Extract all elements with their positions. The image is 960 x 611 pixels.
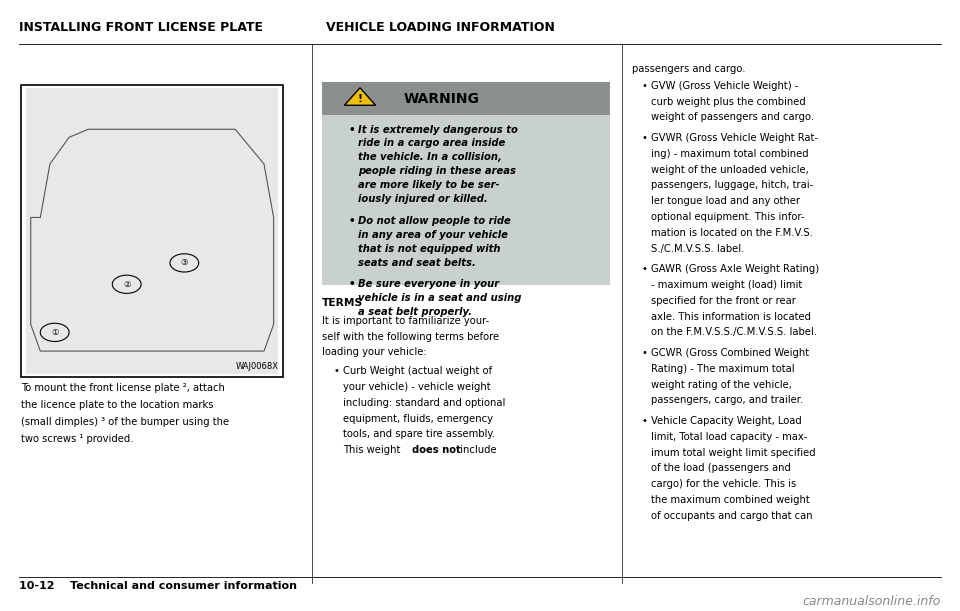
Text: iously injured or killed.: iously injured or killed.	[358, 194, 488, 204]
FancyBboxPatch shape	[26, 88, 278, 373]
Text: your vehicle) - vehicle weight: your vehicle) - vehicle weight	[343, 382, 491, 392]
Text: in any area of your vehicle: in any area of your vehicle	[358, 230, 508, 240]
Text: S./C.M.V.S.S. label.: S./C.M.V.S.S. label.	[651, 244, 744, 254]
Text: weight of the unloaded vehicle,: weight of the unloaded vehicle,	[651, 164, 808, 175]
Text: VEHICLE LOADING INFORMATION: VEHICLE LOADING INFORMATION	[326, 21, 555, 34]
Text: passengers, luggage, hitch, trai-: passengers, luggage, hitch, trai-	[651, 180, 813, 191]
Text: vehicle is in a seat and using: vehicle is in a seat and using	[358, 293, 521, 303]
Text: ③: ③	[180, 258, 188, 268]
Text: 10-12    Technical and consumer information: 10-12 Technical and consumer information	[19, 581, 298, 591]
Text: self with the following terms before: self with the following terms before	[322, 332, 499, 342]
Text: Be sure everyone in your: Be sure everyone in your	[358, 279, 499, 289]
Text: - maximum weight (load) limit: - maximum weight (load) limit	[651, 280, 803, 290]
Text: •: •	[333, 366, 339, 376]
Text: GVW (Gross Vehicle Weight) -: GVW (Gross Vehicle Weight) -	[651, 81, 799, 91]
Text: passengers, cargo, and trailer.: passengers, cargo, and trailer.	[651, 395, 804, 406]
Text: two screws ¹ provided.: two screws ¹ provided.	[21, 434, 133, 444]
Text: tools, and spare tire assembly.: tools, and spare tire assembly.	[343, 430, 494, 439]
Text: that is not equipped with: that is not equipped with	[358, 244, 500, 254]
Text: Vehicle Capacity Weight, Load: Vehicle Capacity Weight, Load	[651, 416, 802, 426]
Text: limit, Total load capacity - max-: limit, Total load capacity - max-	[651, 432, 807, 442]
Text: WARNING: WARNING	[403, 92, 479, 106]
Text: To mount the front license plate ², attach: To mount the front license plate ², atta…	[21, 382, 225, 393]
Text: imum total weight limit specified: imum total weight limit specified	[651, 448, 815, 458]
Text: (small dimples) ³ of the bumper using the: (small dimples) ³ of the bumper using th…	[21, 417, 229, 426]
FancyBboxPatch shape	[322, 82, 610, 285]
Text: •: •	[641, 264, 647, 274]
Text: weight of passengers and cargo.: weight of passengers and cargo.	[651, 112, 814, 122]
Text: equipment, fluids, emergency: equipment, fluids, emergency	[343, 414, 492, 423]
Text: TERMS: TERMS	[322, 298, 363, 307]
Text: This weight: This weight	[343, 445, 403, 455]
Text: •: •	[641, 81, 647, 91]
Text: the vehicle. In a collision,: the vehicle. In a collision,	[358, 153, 502, 163]
Text: the licence plate to the location marks: the licence plate to the location marks	[21, 400, 214, 409]
FancyBboxPatch shape	[21, 85, 283, 376]
Text: weight rating of the vehicle,: weight rating of the vehicle,	[651, 379, 792, 390]
Text: •: •	[641, 133, 647, 143]
Text: include: include	[457, 445, 496, 455]
Text: GAWR (Gross Axle Weight Rating): GAWR (Gross Axle Weight Rating)	[651, 264, 819, 274]
FancyBboxPatch shape	[322, 82, 610, 115]
Polygon shape	[345, 88, 375, 105]
Text: ①: ①	[51, 328, 59, 337]
Text: GCWR (Gross Combined Weight: GCWR (Gross Combined Weight	[651, 348, 809, 358]
Text: Do not allow people to ride: Do not allow people to ride	[358, 216, 511, 225]
Text: •: •	[348, 216, 355, 225]
Text: ride in a cargo area inside: ride in a cargo area inside	[358, 139, 505, 148]
Text: curb weight plus the combined: curb weight plus the combined	[651, 97, 805, 106]
Text: •: •	[641, 416, 647, 426]
Text: ing) - maximum total combined: ing) - maximum total combined	[651, 149, 808, 159]
Text: INSTALLING FRONT LICENSE PLATE: INSTALLING FRONT LICENSE PLATE	[19, 21, 263, 34]
Text: of occupants and cargo that can: of occupants and cargo that can	[651, 511, 812, 521]
Text: carmanualsonline.info: carmanualsonline.info	[803, 595, 941, 609]
Text: •: •	[641, 348, 647, 358]
Text: optional equipment. This infor-: optional equipment. This infor-	[651, 212, 804, 222]
Text: including: standard and optional: including: standard and optional	[343, 398, 505, 408]
Text: loading your vehicle:: loading your vehicle:	[322, 348, 426, 357]
Text: on the F.M.V.S.S./C.M.V.S.S. label.: on the F.M.V.S.S./C.M.V.S.S. label.	[651, 327, 817, 337]
Text: •: •	[348, 125, 355, 134]
Text: axle. This information is located: axle. This information is located	[651, 312, 811, 321]
Text: Curb Weight (actual weight of: Curb Weight (actual weight of	[343, 366, 492, 376]
Text: It is important to familiarize your-: It is important to familiarize your-	[322, 316, 489, 326]
Text: does not: does not	[412, 445, 461, 455]
Text: GVWR (Gross Vehicle Weight Rat-: GVWR (Gross Vehicle Weight Rat-	[651, 133, 818, 143]
Text: cargo) for the vehicle. This is: cargo) for the vehicle. This is	[651, 479, 796, 489]
Text: specified for the front or rear: specified for the front or rear	[651, 296, 796, 306]
Text: It is extremely dangerous to: It is extremely dangerous to	[358, 125, 518, 134]
Text: the maximum combined weight: the maximum combined weight	[651, 495, 809, 505]
Text: seats and seat belts.: seats and seat belts.	[358, 258, 476, 268]
Text: ②: ②	[123, 280, 131, 289]
Text: are more likely to be ser-: are more likely to be ser-	[358, 180, 500, 191]
Text: Rating) - The maximum total: Rating) - The maximum total	[651, 364, 795, 374]
Text: WAJ0068X: WAJ0068X	[235, 362, 278, 370]
Text: a seat belt properly.: a seat belt properly.	[358, 307, 472, 316]
Text: •: •	[348, 279, 355, 289]
Text: ler tongue load and any other: ler tongue load and any other	[651, 196, 800, 206]
Text: mation is located on the F.M.V.S.: mation is located on the F.M.V.S.	[651, 228, 813, 238]
Text: !: !	[357, 94, 363, 104]
Text: people riding in these areas: people riding in these areas	[358, 166, 516, 177]
Text: passengers and cargo.: passengers and cargo.	[632, 64, 745, 74]
Text: of the load (passengers and: of the load (passengers and	[651, 464, 791, 474]
